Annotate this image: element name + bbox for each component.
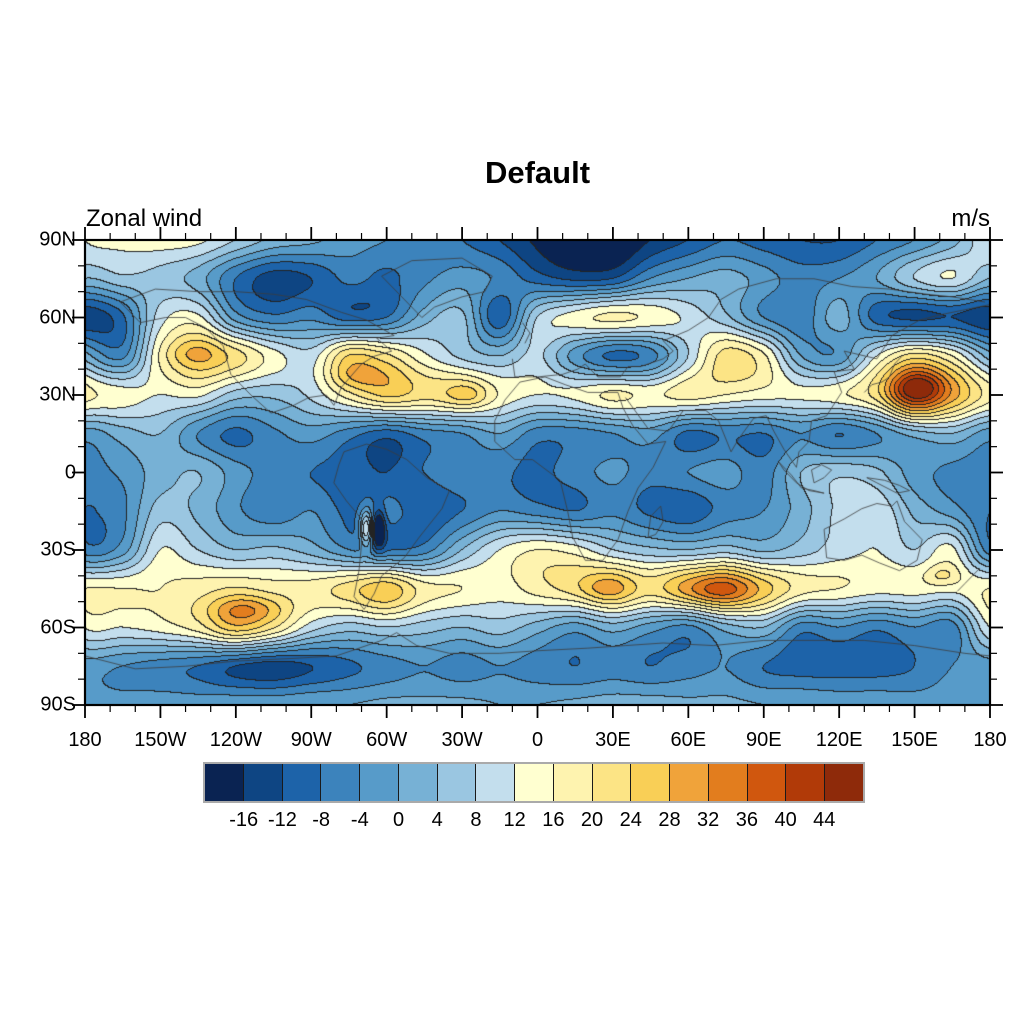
x-tick-label: 30E: [595, 729, 631, 751]
y-tick-label: 30N: [39, 383, 76, 406]
colorbar-tick-label: 0: [392, 809, 405, 831]
x-tick-label: 120W: [209, 729, 262, 751]
x-tick-label: 180: [68, 729, 102, 751]
y-tick-label: 90N: [39, 228, 76, 251]
colorbar-tick-label: 36: [735, 809, 758, 831]
colorbar-tick-label: 12: [503, 809, 526, 831]
colorbar-swatch: [360, 764, 399, 801]
colorbar-tick-label: -4: [350, 809, 369, 831]
colorbar-tick-label: -8: [312, 809, 331, 831]
y-tick-label: 60S: [40, 616, 76, 638]
colorbar-tick-label: 24: [619, 809, 642, 831]
colorbar-swatch: [708, 764, 748, 801]
x-tick-label: 90E: [745, 729, 782, 751]
colorbar-swatch: [282, 764, 322, 801]
colorbar-swatch: [786, 764, 826, 801]
colorbar-tick-label: 40: [774, 809, 797, 831]
colorbar-tick-label: 8: [470, 809, 482, 831]
x-tick-label: 60E: [670, 729, 707, 751]
plot-title: Default: [484, 155, 591, 190]
colorbar-swatch: [631, 764, 671, 801]
y-tick-label: 90S: [40, 693, 76, 716]
colorbar-tick-label: 16: [542, 809, 565, 831]
colorbar-swatch: [747, 764, 787, 801]
colorbar-swatch: [437, 764, 477, 801]
x-tick-label: 180: [973, 729, 1007, 751]
y-tick-label: 0: [64, 461, 76, 483]
colorbar-swatch: [205, 764, 244, 801]
x-tick-label: 150E: [891, 729, 938, 751]
colorbar-swatch: [670, 764, 709, 801]
colorbar-swatch: [398, 764, 438, 801]
colorbar-swatch: [825, 764, 864, 801]
colorbar-tick-label: 28: [658, 809, 681, 831]
y-tick-label: 60N: [39, 306, 76, 328]
colorbar-swatch: [243, 764, 283, 801]
x-tick-label: 0: [531, 729, 544, 751]
colorbar-swatch: [515, 764, 554, 801]
colorbar-tick-label: 4: [431, 809, 443, 831]
colorbar-tick-label: -12: [267, 809, 297, 831]
colorbar-tick-label: -16: [229, 809, 259, 831]
colorbar-swatch: [476, 764, 516, 801]
x-tick-label: 150W: [134, 729, 187, 751]
colorbar-tick-label: 32: [697, 809, 720, 831]
colorbar-tick-label: 20: [580, 809, 604, 831]
units-label: m/s: [951, 205, 990, 232]
colorbar: [203, 762, 865, 803]
colorbar-swatch: [592, 764, 632, 801]
y-tick-label: 30S: [40, 538, 76, 561]
colorbar-tick-label: 44: [813, 809, 836, 831]
colorbar-swatch: [553, 764, 593, 801]
left-subtitle: Zonal wind: [86, 205, 203, 232]
x-tick-label: 120E: [815, 729, 863, 751]
x-tick-label: 90W: [290, 729, 332, 751]
x-tick-label: 30W: [441, 729, 483, 751]
colorbar-swatch: [321, 764, 361, 801]
x-tick-label: 60W: [366, 729, 408, 751]
contour-map-canvas: [85, 240, 990, 705]
